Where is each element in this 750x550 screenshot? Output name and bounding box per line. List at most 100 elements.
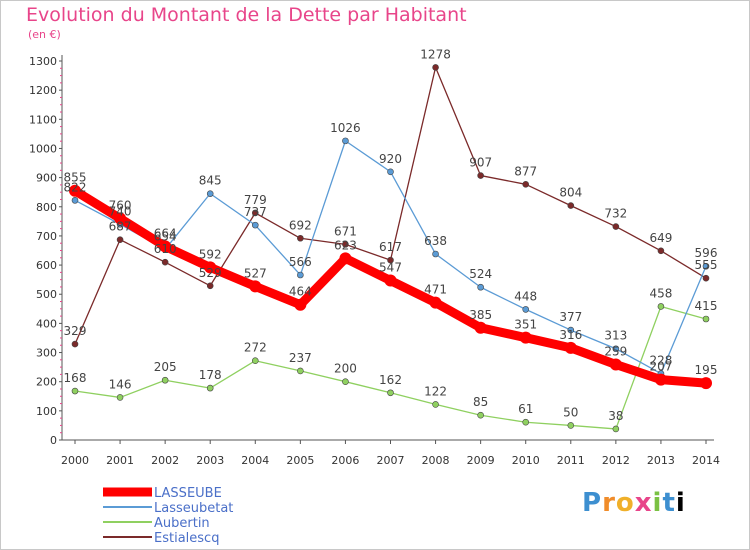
data-label: 804 <box>559 186 582 200</box>
data-point <box>657 247 665 255</box>
data-label: 555 <box>695 258 718 272</box>
x-tick-label: 2000 <box>61 454 89 467</box>
y-tick-label: 700 <box>36 230 57 243</box>
data-point <box>432 250 439 258</box>
data-label: 178 <box>199 368 222 382</box>
x-tick-label: 2010 <box>512 454 540 467</box>
data-label: 1026 <box>330 121 361 135</box>
y-tick-label: 500 <box>36 288 57 301</box>
x-tick-label: 2001 <box>106 454 134 467</box>
data-point <box>297 234 304 242</box>
data-label: 162 <box>379 373 402 387</box>
data-point <box>297 271 304 279</box>
data-label: 760 <box>109 198 132 212</box>
data-point <box>342 137 349 145</box>
data-point <box>702 274 710 282</box>
y-tick-label: 300 <box>36 347 57 360</box>
data-point <box>161 258 169 266</box>
y-tick-label: 0 <box>50 434 57 447</box>
data-label: 687 <box>109 220 132 234</box>
data-point <box>297 367 304 375</box>
x-tick-label: 2003 <box>196 454 224 467</box>
data-point <box>567 326 575 334</box>
data-point <box>477 411 484 419</box>
data-point <box>387 168 394 176</box>
y-tick-label: 1000 <box>29 142 57 155</box>
data-point <box>116 394 124 401</box>
data-point <box>654 373 667 386</box>
data-label: 259 <box>604 344 627 358</box>
data-point <box>206 282 214 290</box>
data-label: 623 <box>334 238 357 252</box>
data-label: 377 <box>559 310 582 324</box>
data-point <box>387 256 394 264</box>
legend-label: Estialescq <box>154 531 219 546</box>
data-label: 649 <box>649 231 672 245</box>
data-label: 638 <box>424 234 447 248</box>
data-label: 664 <box>154 226 177 240</box>
data-label: 228 <box>649 354 672 368</box>
data-point <box>342 241 349 248</box>
data-label: 122 <box>424 384 447 398</box>
data-label: 50 <box>563 405 578 419</box>
data-label: 740 <box>109 204 132 218</box>
y-tick-label: 100 <box>36 405 57 418</box>
data-label: 877 <box>514 164 537 178</box>
data-label: 146 <box>109 377 132 391</box>
data-label: 610 <box>154 242 177 256</box>
legend-label: LASSEUBE <box>154 486 222 501</box>
y-tick-label: 400 <box>36 317 57 330</box>
data-label: 845 <box>199 174 222 188</box>
data-label: 732 <box>604 207 627 221</box>
y-tick-label: 900 <box>36 172 57 185</box>
chart-title: Evolution du Montant de la Dette par Hab… <box>26 4 467 26</box>
data-label: 524 <box>469 267 492 281</box>
data-labels: 329 687 610 529 779 692 671 617 1278 907 877 804 732… <box>64 47 718 423</box>
data-label: 822 <box>64 180 87 194</box>
data-label: 200 <box>334 362 357 376</box>
data-point <box>700 377 712 390</box>
data-label: 351 <box>514 318 537 332</box>
x-tick-label: 2004 <box>241 454 269 467</box>
data-point <box>116 236 124 244</box>
data-point <box>477 172 484 179</box>
x-tick-label: 2002 <box>151 454 179 467</box>
data-point <box>387 389 394 397</box>
data-label: 529 <box>199 266 222 280</box>
x-tick-label: 2007 <box>377 454 405 467</box>
data-point <box>612 425 620 433</box>
brand-logo: Proxiti <box>582 488 686 518</box>
data-point <box>114 212 127 225</box>
data-label: 448 <box>514 289 537 303</box>
data-label: 592 <box>199 247 222 261</box>
y-tick-label: 800 <box>36 201 57 214</box>
data-label: 272 <box>244 341 267 355</box>
data-label: 458 <box>649 286 672 300</box>
data-point <box>519 331 532 344</box>
data-point <box>161 376 169 384</box>
x-tick-label: 2012 <box>602 454 630 467</box>
x-tick-label: 2006 <box>331 454 359 467</box>
data-label: 85 <box>473 395 488 409</box>
data-label: 1278 <box>420 47 451 61</box>
data-point <box>567 202 575 209</box>
data-point <box>251 209 259 217</box>
y-tick-label: 200 <box>36 376 57 389</box>
data-label: 385 <box>469 308 492 322</box>
data-label: 692 <box>289 218 312 232</box>
data-label: 617 <box>379 240 402 254</box>
data-point <box>384 274 397 287</box>
data-label: 855 <box>64 171 87 185</box>
data-label: 168 <box>64 371 87 385</box>
data-point <box>249 280 262 293</box>
x-tick-label: 2008 <box>422 454 450 467</box>
data-point <box>71 197 79 204</box>
data-point <box>206 384 214 392</box>
data-point <box>474 321 487 334</box>
legend-label: Lasseubetat <box>154 501 233 516</box>
data-label: 566 <box>289 255 312 269</box>
data-point <box>69 184 81 197</box>
data-label: 237 <box>289 351 312 365</box>
